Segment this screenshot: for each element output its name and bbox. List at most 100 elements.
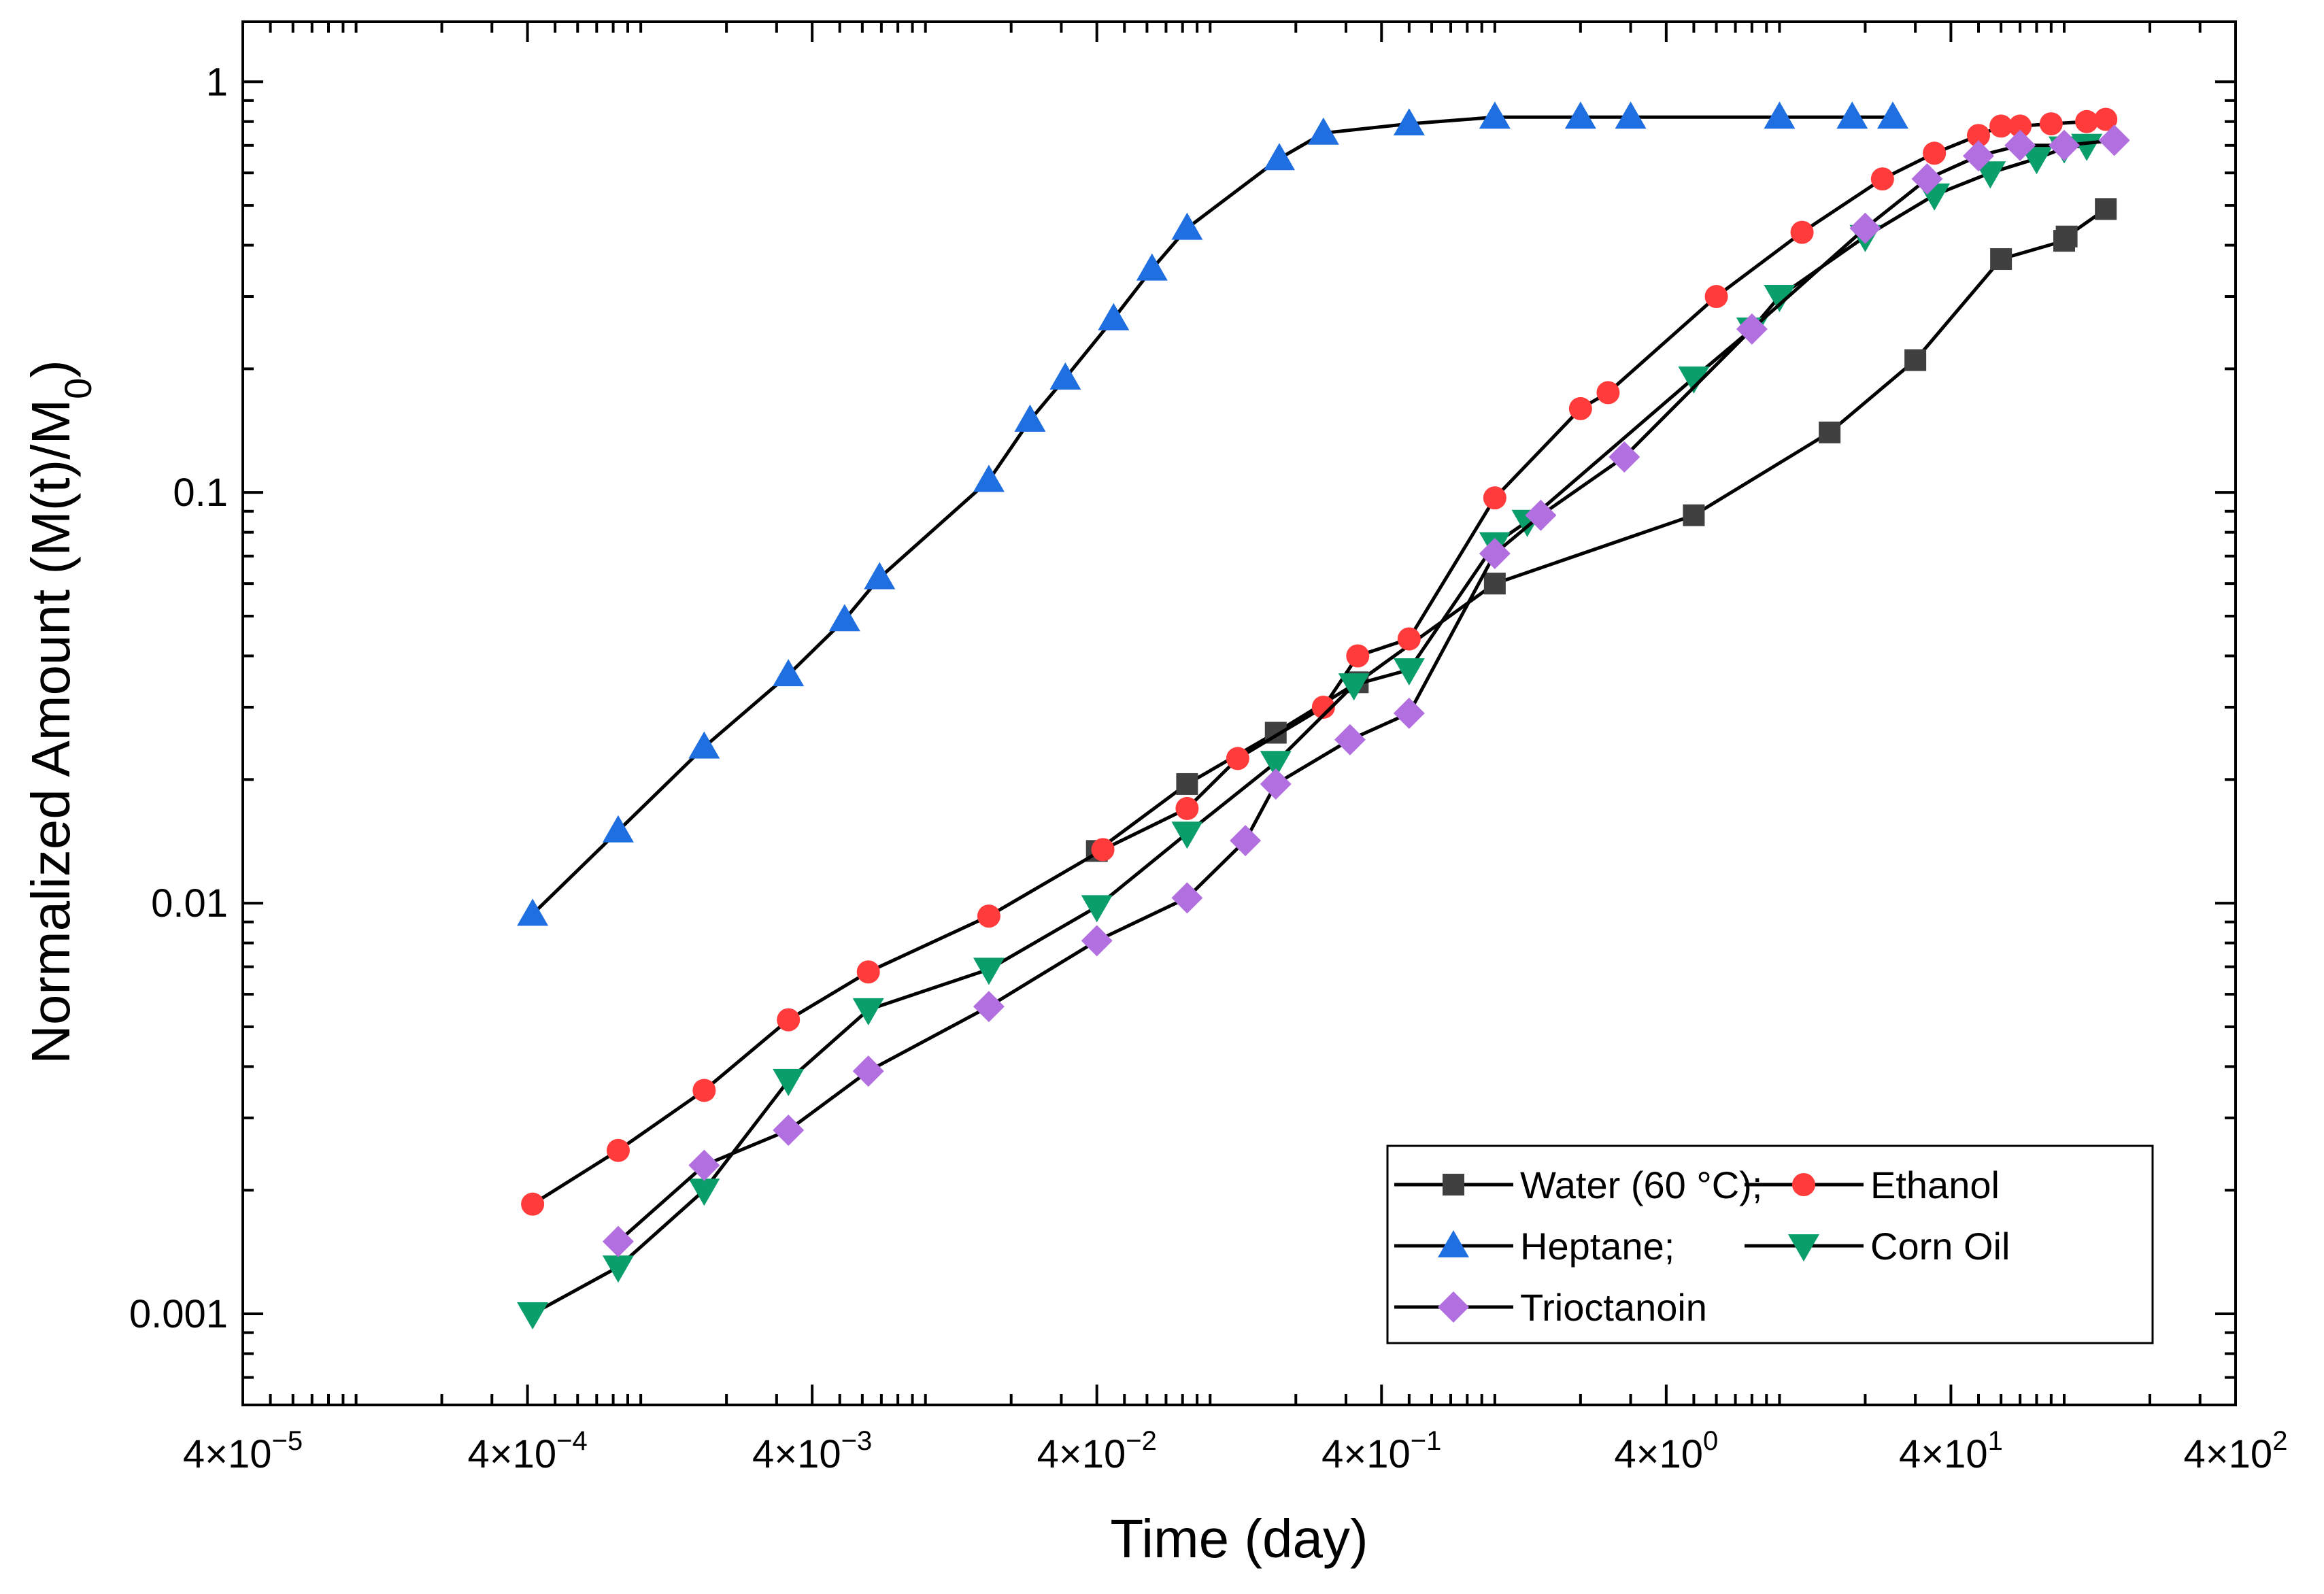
x-tick-label-text: 4×10−1	[1321, 1426, 1441, 1476]
data-point	[1334, 724, 1366, 756]
data-point	[1678, 366, 1710, 394]
data-point	[973, 464, 1005, 492]
y-tick-label: 0.1	[173, 471, 228, 515]
data-point	[1311, 695, 1335, 719]
data-point	[1609, 441, 1640, 473]
data-point	[1098, 303, 1130, 330]
data-point	[1911, 163, 1943, 195]
x-tick-label-exponent: 1	[1988, 1426, 2003, 1456]
data-point	[2039, 112, 2063, 136]
data-point	[1264, 143, 1296, 171]
legend-entry: Water (60 °C);	[1394, 1164, 1762, 1206]
data-point	[688, 1149, 720, 1181]
x-tick-label: 4×102	[2184, 1426, 2288, 1476]
legend-label: Water (60 °C);	[1520, 1164, 1762, 1206]
data-point	[602, 1255, 634, 1283]
data-point	[1136, 253, 1168, 281]
series-layer	[517, 101, 2130, 1330]
x-axis-title: Time (day)	[1110, 1508, 1368, 1569]
data-point	[1990, 248, 2013, 271]
x-tick-label: 4×10−2	[1037, 1426, 1157, 1476]
data-point	[973, 991, 1005, 1023]
data-point	[1568, 396, 1592, 420]
x-tick-label-text: 4×10−4	[467, 1426, 587, 1476]
data-point	[1081, 925, 1113, 957]
data-point	[1962, 140, 1994, 172]
data-point	[1260, 768, 1292, 800]
legend-marker	[1443, 1174, 1464, 1196]
data-point	[864, 562, 896, 590]
data-point	[973, 957, 1005, 985]
x-tick-label-exponent: −5	[272, 1426, 303, 1456]
x-tick-label-exponent: −2	[1126, 1426, 1157, 1456]
data-point	[2098, 124, 2130, 156]
data-point	[1393, 658, 1425, 685]
x-tick-label: 4×100	[1614, 1426, 1718, 1476]
data-point	[2071, 133, 2103, 161]
x-tick-label-text: 4×100	[1614, 1426, 1718, 1476]
data-point	[517, 1302, 549, 1330]
data-point	[1014, 404, 1046, 432]
y-axis-title: Normalized Amount (M(t)/M0)	[20, 360, 99, 1064]
data-point	[1230, 825, 1262, 857]
data-point	[2048, 129, 2080, 161]
data-point	[1260, 751, 1292, 779]
data-point	[1171, 821, 1203, 849]
data-point	[1346, 644, 1370, 668]
data-point	[1171, 882, 1203, 914]
x-tick-label-text: 4×10−3	[752, 1426, 872, 1476]
x-tick-label-text: 4×10−5	[183, 1426, 303, 1476]
x-tick-label: 4×10−3	[752, 1426, 872, 1476]
data-point	[1966, 124, 1990, 148]
data-point	[1904, 349, 1927, 371]
data-point	[2008, 114, 2032, 138]
data-point	[1736, 313, 1768, 345]
series-heptane	[517, 101, 1908, 926]
data-point	[2021, 147, 2053, 175]
data-point	[1836, 101, 1868, 129]
data-point	[773, 1114, 805, 1146]
data-point	[2075, 109, 2099, 133]
data-point	[606, 1138, 630, 1162]
x-tick-label-exponent: −3	[841, 1426, 873, 1456]
data-point	[1338, 673, 1370, 701]
data-point	[2004, 129, 2036, 161]
series-ethanol	[521, 107, 2118, 1216]
data-point	[1989, 114, 2013, 138]
legend-entry: Corn Oil	[1745, 1225, 2010, 1268]
data-point	[1790, 220, 1814, 244]
data-point	[828, 604, 860, 632]
data-point	[1176, 773, 1198, 795]
data-point	[1171, 212, 1203, 240]
data-point	[773, 659, 805, 687]
data-point	[852, 998, 884, 1025]
data-point	[1923, 141, 1947, 165]
data-point	[1483, 486, 1506, 510]
data-point	[852, 1055, 884, 1087]
data-point	[1479, 538, 1511, 570]
x-tick-label-text: 4×101	[1899, 1426, 2003, 1476]
data-point	[1397, 627, 1421, 651]
data-point	[692, 1079, 716, 1102]
x-tick-label-exponent: 0	[1703, 1426, 1718, 1456]
legend-label: Heptane;	[1520, 1225, 1674, 1268]
data-point	[1683, 504, 1705, 526]
data-point	[1564, 101, 1596, 129]
series-line	[531, 143, 2087, 1316]
data-point	[1819, 421, 1841, 443]
axis-ticks	[241, 22, 2237, 1406]
x-tick-label-base: 4×10	[183, 1432, 272, 1476]
x-tick-label-base: 4×10	[1321, 1432, 1411, 1476]
legend-entry: Trioctanoin	[1394, 1286, 1707, 1329]
y-tick-label: 0.01	[151, 881, 228, 926]
x-tick-label-text: 4×10−2	[1037, 1426, 1157, 1476]
legend-marker	[1788, 1234, 1819, 1261]
data-point	[1870, 167, 1894, 191]
data-point	[1615, 101, 1647, 129]
x-tick-label-base: 4×10	[1614, 1432, 1703, 1476]
x-tick-label: 4×10−1	[1321, 1426, 1441, 1476]
y-tick-label: 1	[206, 60, 228, 104]
legend-label: Ethanol	[1870, 1164, 2000, 1206]
data-point	[1307, 117, 1339, 145]
